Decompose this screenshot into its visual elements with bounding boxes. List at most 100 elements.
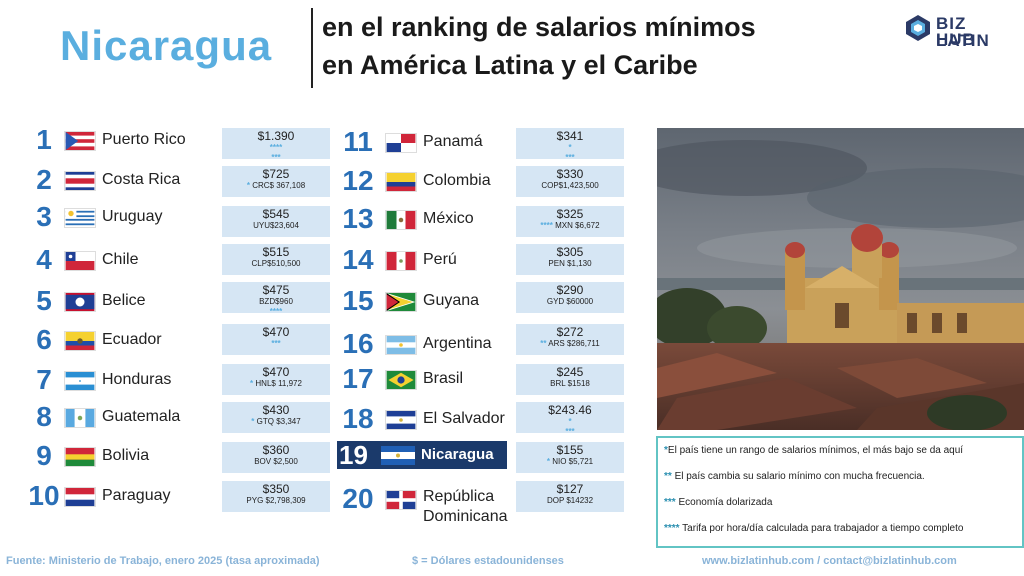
salary-box-brasil: $245 BRL $1518 — [516, 364, 624, 395]
header-divider — [311, 8, 313, 88]
rank-number: 2 — [36, 164, 52, 195]
country-heading: Nicaragua — [60, 22, 273, 69]
salary-local: ARS $286,711 — [548, 339, 600, 348]
footnote-mark-2: *** — [565, 153, 575, 162]
footnote-mark: * — [546, 457, 550, 466]
ranking-row-peru: 14 Perú — [340, 242, 540, 278]
footnote-mark-2: *** — [565, 427, 575, 436]
rank-number: 12 — [342, 165, 374, 196]
footnote-mark-2: *** — [271, 153, 281, 162]
salary-box-bolivia: $360 BOV $2,500 — [222, 442, 330, 473]
salary-usd: $243.46 — [548, 403, 592, 417]
salary-local-line: **** — [222, 143, 330, 153]
costa-rica-flag-icon — [64, 171, 96, 191]
salary-local: GTQ $3,347 — [256, 417, 301, 426]
salary-local-line: CLP$510,500 — [222, 259, 330, 269]
rank-number: 20 — [342, 483, 374, 514]
country-name: Puerto Rico — [102, 131, 186, 148]
salary-usd: $155 — [556, 443, 584, 457]
salary-extra-line: *** — [222, 153, 330, 163]
rank-number: 11 — [343, 126, 373, 157]
salary-local-line: BOV $2,500 — [222, 457, 330, 467]
salary-local-line: * GTQ $3,347 — [222, 417, 330, 427]
note-4: **** Tarifa por hora/día calculada para … — [664, 522, 1016, 535]
rank-number: 17 — [342, 363, 374, 394]
paraguay-flag-icon — [64, 487, 96, 507]
country-name: Paraguay — [102, 487, 171, 504]
salary-local: CLP$510,500 — [251, 259, 301, 268]
salary-box-nicaragua: $155 * NIO $5,721 — [516, 442, 624, 473]
salary-local-line: BZD$960 — [222, 297, 330, 307]
country-name: Panamá — [423, 133, 483, 150]
salary-box-honduras: $470 * HNL$ 11,972 — [222, 364, 330, 395]
ranking-row-el-salvador: 18 El Salvador — [340, 401, 540, 437]
rank-number: 18 — [342, 403, 374, 434]
ranking-row-ecuador: 6 Ecuador — [24, 322, 224, 358]
salary-local-line: * NIO $5,721 — [516, 457, 624, 467]
salary-usd: $330 — [556, 167, 584, 181]
salary-usd: $360 — [262, 443, 290, 457]
rank-number: 13 — [342, 203, 374, 234]
nicaragua-highlight: 19 Nicaragua — [337, 441, 507, 469]
salary-box-republica-dominicana: $127 DOP $14232 — [516, 481, 624, 512]
salary-local: PYG $2,798,309 — [246, 496, 306, 505]
footnote-mark-2: **** — [269, 307, 283, 316]
salary-box-belice: $475 BZD$960 **** — [222, 282, 330, 316]
honduras-flag-icon — [64, 371, 96, 391]
country-name: Belice — [102, 292, 146, 309]
rank-number: 3 — [36, 201, 52, 232]
salary-usd: $350 — [262, 482, 290, 496]
country-name: Uruguay — [102, 208, 163, 225]
salary-local: BOV $2,500 — [254, 457, 298, 466]
guatemala-flag-icon — [64, 408, 96, 428]
bolivia-flag-icon — [64, 447, 96, 467]
footnote-mark: * — [568, 143, 572, 152]
salary-extra-line: *** — [516, 153, 624, 163]
salary-usd: $290 — [556, 283, 584, 297]
nicaragua-flag-icon — [381, 446, 415, 465]
footnote-mark: * — [251, 417, 255, 426]
note-3: *** Economía dolarizada — [664, 496, 1016, 509]
salary-usd: $725 — [262, 167, 290, 181]
rank-number: 14 — [342, 244, 374, 275]
note-2-mark: ** — [664, 471, 672, 482]
salary-box-el-salvador: $243.46 * *** — [516, 402, 624, 436]
salary-local: BZD$960 — [259, 297, 293, 306]
ranking-row-bolivia: 9 Bolivia — [24, 438, 224, 474]
ranking-row-republica-dominicana: 20 República Dominicana — [340, 481, 540, 525]
footnote-mark: * — [246, 181, 250, 190]
ranking-row-honduras: 7 Honduras — [24, 362, 224, 398]
salary-box-ecuador: $470 *** — [222, 324, 330, 355]
footnote-mark: ** — [540, 339, 547, 348]
salary-usd: $1.390 — [257, 129, 295, 143]
ranking-row-guatemala: 8 Guatemala — [24, 399, 224, 435]
salary-usd: $341 — [556, 129, 584, 143]
brasil-flag-icon — [385, 370, 417, 390]
salary-box-argentina: $272 ** ARS $286,711 — [516, 324, 624, 355]
salary-local: PEN $1,130 — [548, 259, 592, 268]
salary-local: MXN $6,672 — [555, 221, 600, 230]
country-name: República Dominicana — [423, 488, 508, 525]
salary-local-line: * CRC$ 367,108 — [222, 181, 330, 191]
contact-link[interactable]: www.bizlatinhub.com / contact@bizlatinhu… — [702, 555, 957, 567]
country-name: Honduras — [102, 371, 172, 388]
salary-local-line: COP$1,423,500 — [516, 181, 624, 191]
country-name: Guyana — [423, 292, 480, 309]
puerto-rico-flag-icon — [64, 131, 96, 151]
salary-local-line: ** ARS $286,711 — [516, 339, 624, 349]
salary-local-line: BRL $1518 — [516, 379, 624, 389]
highlight-country: Nicaragua — [421, 446, 494, 463]
ecuador-flag-icon — [64, 331, 96, 351]
biz-latin-hub-logo[interactable]: BIZ LATIN HUB — [904, 12, 1014, 49]
footnote-mark: * — [568, 417, 572, 426]
salary-box-guyana: $290 GYD $60000 — [516, 282, 624, 313]
ranking-row-colombia: 12 Colombia — [340, 163, 540, 199]
footnote-mark: *** — [271, 339, 281, 348]
footnote-mark: **** — [269, 143, 283, 152]
salary-usd: $515 — [262, 245, 290, 259]
salary-box-guatemala: $430 * GTQ $3,347 — [222, 402, 330, 433]
republica-dominicana-flag-icon — [385, 490, 417, 510]
salary-local: CRC$ 367,108 — [252, 181, 306, 190]
salary-local: BRL $1518 — [550, 379, 590, 388]
rank-number: 9 — [36, 440, 52, 471]
